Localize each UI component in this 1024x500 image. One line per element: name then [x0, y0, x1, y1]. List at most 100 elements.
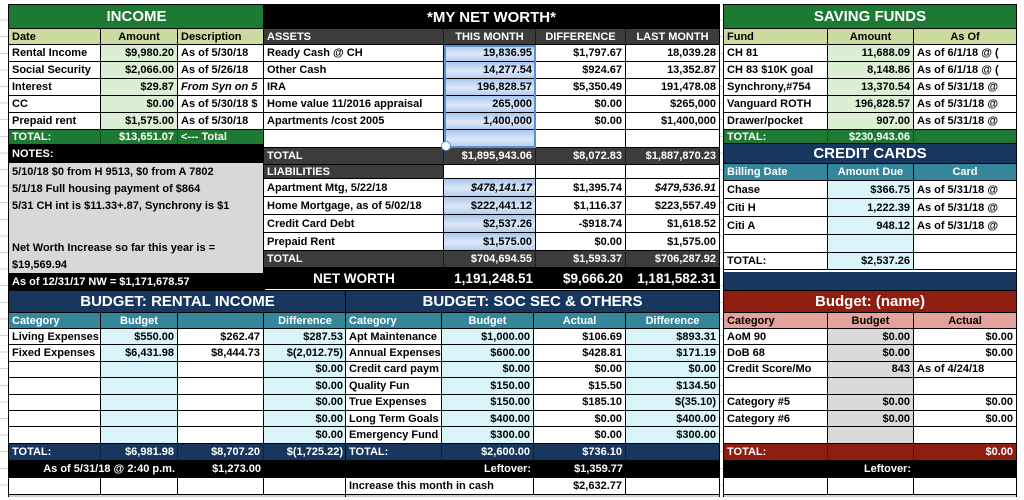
liabilities-total-row-cell-3[interactable]: $706,287.92 — [626, 251, 719, 268]
networth-r10-cell-1[interactable]: $478,141.17 — [444, 179, 536, 197]
budget-name-total-row-cell-2[interactable]: $0.00 — [914, 443, 1016, 461]
budget-socsec-leftover-row-cell-3[interactable] — [626, 460, 719, 478]
increase-row-cell-2[interactable] — [626, 478, 719, 495]
budget_rental-r5-cell-1[interactable] — [101, 378, 178, 395]
income-r5-cell-1[interactable]: $0.00 — [101, 96, 178, 113]
liabilities-header-cell-1[interactable] — [444, 165, 536, 179]
budget_socsec-r8-cell-0[interactable]: Emergency Fund — [346, 427, 442, 444]
budget_socsec-r6-cell-0[interactable]: True Expenses — [346, 394, 442, 411]
networth-title[interactable]: *MY NET WORTH* — [264, 5, 719, 29]
budget_socsec-r5-cell-3[interactable]: $134.50 — [626, 378, 719, 395]
networth-r2-cell-1[interactable]: 19,836.95 — [444, 45, 536, 62]
savings-r6-cell-2[interactable]: As of 5/31/18 @ — [914, 113, 1016, 130]
budget_name-r7-cell-1[interactable]: $0.00 — [828, 410, 914, 428]
budget-name-total-row-cell-0[interactable]: TOTAL: — [724, 443, 828, 461]
budget_rental-r7-cell-2[interactable] — [178, 410, 264, 428]
networth-r2-cell-0[interactable]: Ready Cash @ CH — [264, 45, 444, 62]
networth-r2-cell-2[interactable]: $1,797.67 — [536, 45, 626, 62]
networth-r7-cell-0[interactable] — [264, 130, 444, 148]
budget_socsec-r6-cell-1[interactable]: $150.00 — [442, 394, 534, 411]
networth-r5-cell-0[interactable]: Home value 11/2016 appraisal — [264, 96, 444, 113]
networth-r10-cell-0[interactable]: Apartment Mtg, 5/22/18 — [264, 179, 444, 197]
savings-r2-cell-2[interactable]: As of 6/1/18 @ ( — [914, 45, 1016, 62]
budget_rental-r8-cell-2[interactable] — [178, 427, 264, 444]
increase-row-cell-0[interactable]: Increase this month in cash — [346, 477, 534, 495]
budget_socsec-r2-cell-2[interactable]: $106.69 — [534, 329, 626, 346]
budget_socsec-r4-cell-1[interactable]: $0.00 — [442, 361, 534, 379]
budget_name-r2-cell-0[interactable]: AoM 90 — [724, 329, 828, 346]
networth-r13-cell-0[interactable]: Prepaid Rent — [264, 233, 444, 251]
networth-result-row-cell-2[interactable]: $9,666.20 — [536, 268, 626, 288]
budget_socsec-r8-cell-1[interactable]: $300.00 — [442, 427, 534, 444]
budget_rental-r5-cell-3[interactable]: $0.00 — [264, 378, 346, 395]
budget_name-r4-cell-2[interactable]: As of 4/24/18 — [914, 362, 1016, 379]
increase-row-cell-1[interactable]: $2,632.77 — [534, 477, 626, 495]
budget_rental-r7-cell-0[interactable] — [9, 410, 101, 428]
networth-r7-cell-3[interactable] — [626, 130, 719, 148]
budget_rental-r8-cell-3[interactable]: $0.00 — [264, 427, 346, 444]
savings-r11-cell-1[interactable]: 1,222.39 — [828, 199, 914, 217]
networth-r3-cell-3[interactable]: 13,352.87 — [626, 62, 719, 79]
budget_name-r11-cell-0[interactable] — [724, 477, 828, 495]
budget_rental-r8-cell-0[interactable] — [9, 427, 101, 444]
budget_socsec-r4-cell-2[interactable]: $0.00 — [534, 361, 626, 379]
budget_rental-r3-cell-2[interactable]: $8,444.73 — [178, 345, 264, 362]
budget_name-r3-cell-1[interactable]: $0.00 — [828, 345, 914, 362]
budget-rental-total-row-cell-0[interactable]: TOTAL: — [9, 443, 101, 461]
income-r5-cell-2[interactable]: As of 5/30/18 $ — [178, 96, 264, 113]
budget-rental-asof-row-cell-2[interactable] — [264, 460, 346, 478]
budget-name-header-cell-2[interactable]: Actual — [914, 313, 1016, 329]
budget_rental-r4-cell-3[interactable]: $0.00 — [264, 361, 346, 379]
budget-socsec-total-row-cell-3[interactable] — [626, 443, 719, 461]
saving-funds-total-row-cell-2[interactable] — [914, 130, 1016, 144]
income-r5-cell-0[interactable]: CC — [9, 96, 101, 113]
savings-r2-cell-0[interactable]: CH 81 — [724, 45, 828, 62]
budget-name-total-row-cell-1[interactable] — [828, 443, 914, 461]
savings-r2-cell-1[interactable]: 11,688.09 — [828, 45, 914, 62]
budget-socsec-total-row-cell-0[interactable]: TOTAL: — [346, 443, 442, 461]
savings-r6-cell-1[interactable]: 907.00 — [828, 113, 914, 130]
savings-r4-cell-2[interactable]: As of 5/31/18 @ — [914, 79, 1016, 96]
income-r3-cell-0[interactable]: Social Security — [9, 62, 101, 79]
budget_name-r6-cell-0[interactable]: Category #5 — [724, 394, 828, 411]
budget_socsec-r8-cell-2[interactable]: $0.00 — [534, 427, 626, 444]
networth-r7-cell-1[interactable] — [444, 130, 536, 148]
budget_socsec-r3-cell-1[interactable]: $600.00 — [442, 345, 534, 362]
income-header-cell-1[interactable]: Amount — [101, 29, 178, 45]
budget_name-r5-cell-1[interactable] — [828, 378, 914, 395]
budget_name-r7-cell-2[interactable]: $0.00 — [914, 411, 1016, 428]
income-r9-cell-0[interactable]: 5/10/18 $0 from H 9513, $0 from A 7802 — [9, 163, 264, 180]
budget_socsec-r4-cell-0[interactable]: Credit card paym — [346, 361, 442, 379]
networth-r7-cell-2[interactable] — [536, 130, 626, 148]
budget-socsec-header-cell-1[interactable]: Budget — [442, 313, 534, 329]
networth-r12-cell-1[interactable]: $2,537.26 — [444, 215, 536, 233]
networth-r5-cell-3[interactable]: $265,000 — [626, 96, 719, 113]
income-r13-cell-0[interactable]: Net Worth Increase so far this year is = — [9, 239, 264, 256]
income-total-row-cell-1[interactable]: $13,651.07 — [101, 130, 178, 145]
budget-name-title[interactable]: Budget: (name) — [724, 291, 1016, 313]
budget_name-r7-cell-0[interactable]: Category #6 — [724, 410, 828, 428]
budget_socsec-r7-cell-3[interactable]: $400.00 — [626, 410, 719, 428]
income-r12-cell-0[interactable] — [9, 214, 264, 239]
liabilities-header-cell-2[interactable] — [536, 165, 626, 179]
budget-socsec-header-cell-2[interactable]: Actual — [534, 313, 626, 329]
networth-r11-cell-2[interactable]: $1,116.37 — [536, 197, 626, 215]
income-r14-cell-0[interactable]: $19,569.94 — [9, 256, 264, 273]
budget_rental-r3-cell-0[interactable]: Fixed Expenses — [9, 345, 101, 362]
savings-r6-cell-0[interactable]: Drawer/pocket — [724, 113, 828, 130]
saving-funds-total-row-cell-0[interactable]: TOTAL: — [724, 130, 828, 144]
income-r11-cell-0[interactable]: 5/31 CH int is $11.33+.87, Synchrony is … — [9, 197, 264, 214]
directions-row-cell-0[interactable]: Directions & Info: — [9, 494, 346, 497]
budget_name-r3-cell-2[interactable]: $0.00 — [914, 345, 1016, 362]
liabilities-header-cell-0[interactable]: LIABILITIES — [264, 165, 444, 179]
assets-total-row-cell-1[interactable]: $1,895,943.06 — [444, 148, 536, 165]
budget_rental-r6-cell-2[interactable] — [178, 394, 264, 411]
budget_rental-r4-cell-1[interactable] — [101, 361, 178, 379]
budget_rental-r8-cell-1[interactable] — [101, 427, 178, 444]
liabilities-total-row-cell-0[interactable]: TOTAL — [264, 251, 444, 268]
networth-r12-cell-0[interactable]: Credit Card Debt — [264, 215, 444, 233]
networth-r11-cell-1[interactable]: $222,441.12 — [444, 197, 536, 215]
networth-r2-cell-3[interactable]: 18,039.28 — [626, 45, 719, 62]
savings-r13-cell-0[interactable] — [724, 235, 828, 253]
budget_rental-r11-cell-0[interactable] — [9, 477, 101, 495]
